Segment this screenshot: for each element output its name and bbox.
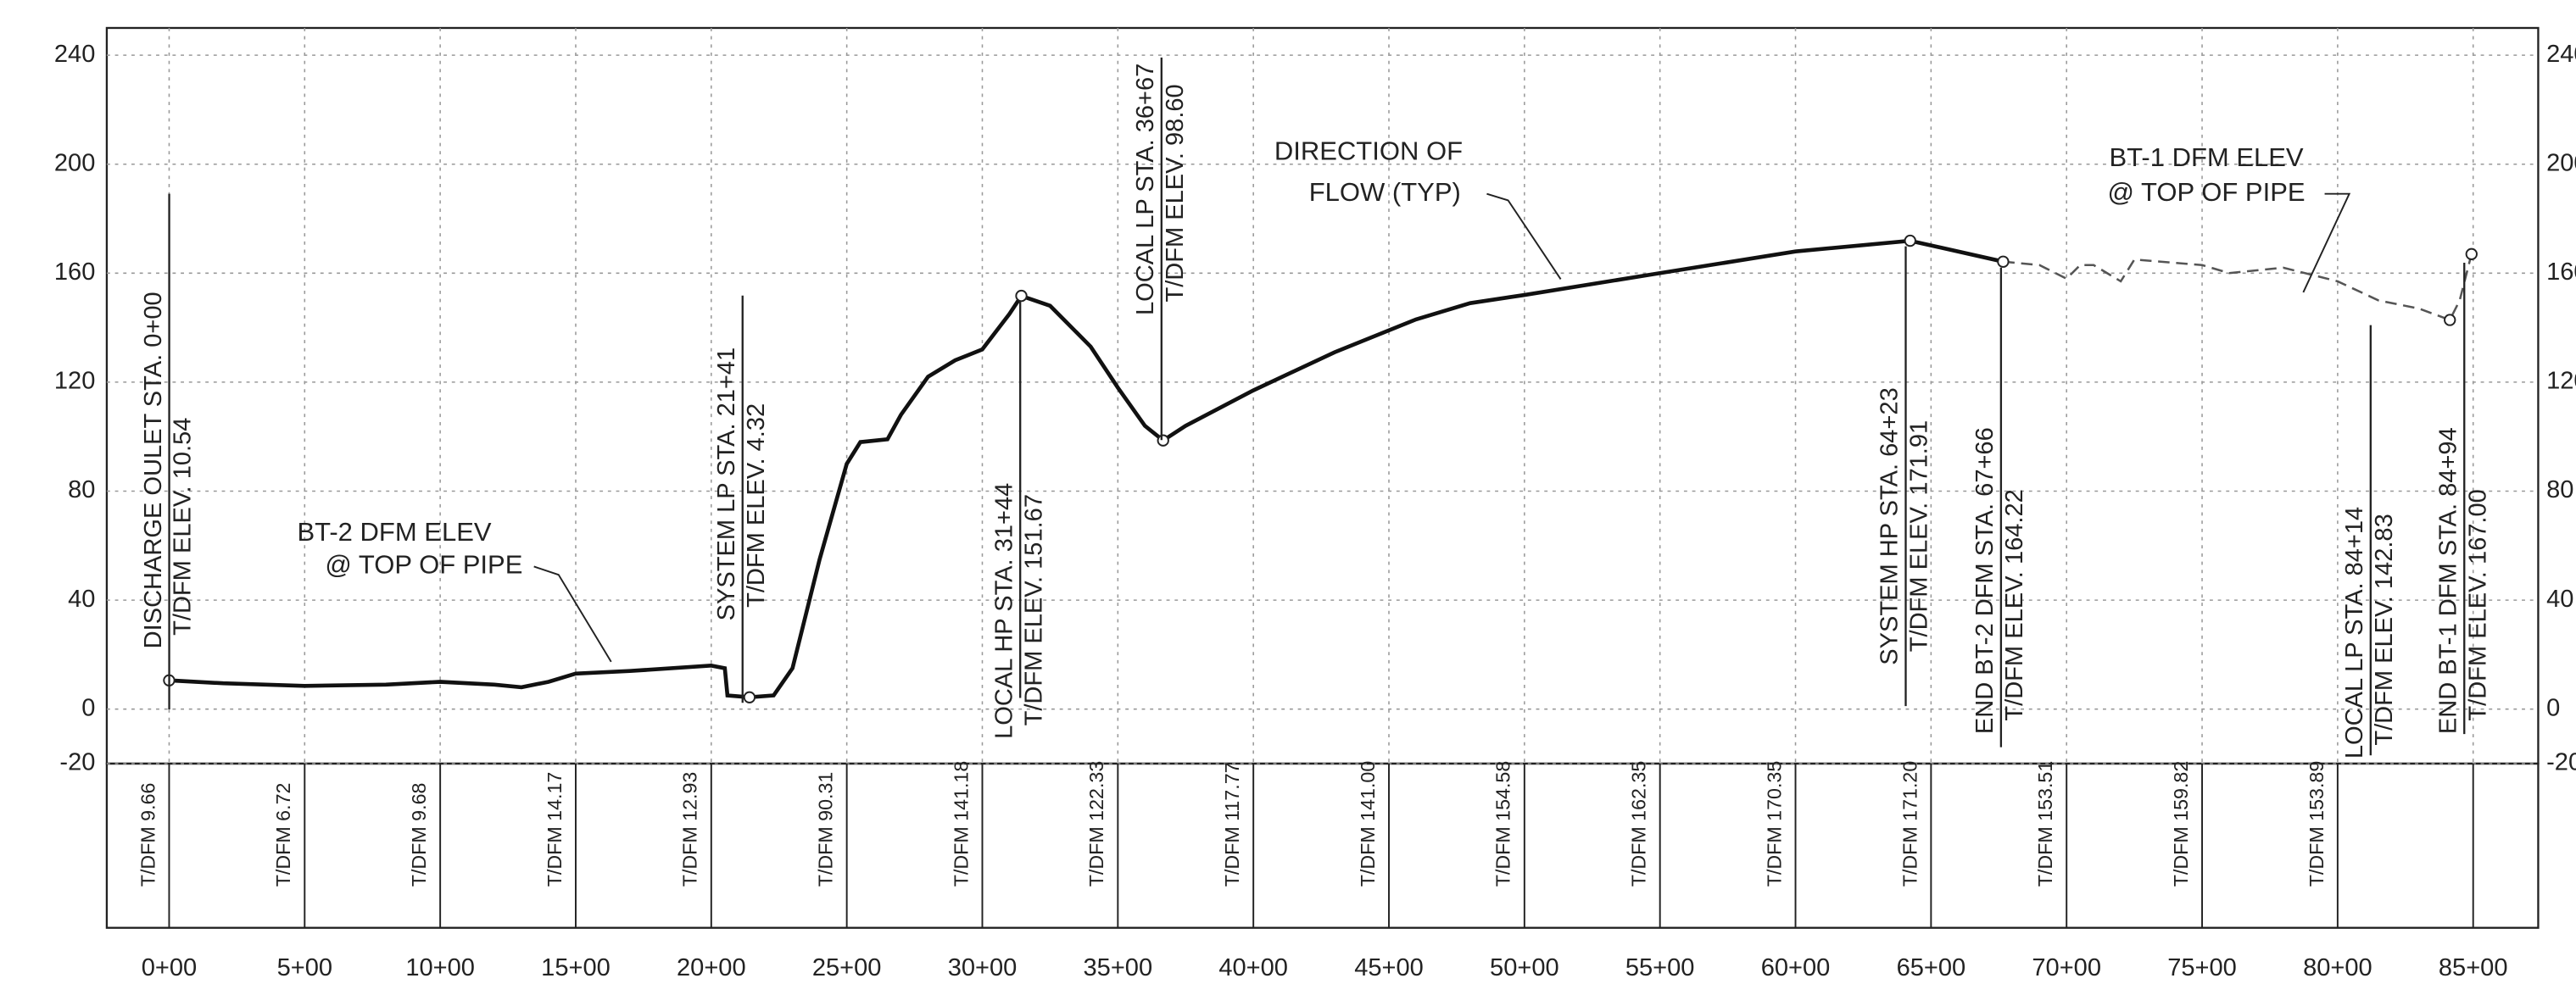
station-label: T/DFM 162.35 xyxy=(1628,761,1650,887)
point-marker xyxy=(2444,314,2456,326)
y-tick-label-right: 40 xyxy=(2546,586,2573,613)
y-tick-label: -20 xyxy=(59,749,95,776)
x-tick-label: 25+00 xyxy=(812,954,882,981)
y-tick-label: 40 xyxy=(68,586,95,613)
station-label: T/DFM 153.51 xyxy=(2034,761,2056,887)
station-label: T/DFM 170.35 xyxy=(1763,761,1785,887)
annotation-text: END BT-2 DFM STA. 67+66 xyxy=(1971,427,1999,734)
annotation-text: T/DFM ELEV. 10.54 xyxy=(170,418,197,636)
annotation-text: SYSTEM HP STA. 64+23 xyxy=(1876,387,1904,664)
x-tick-label: 75+00 xyxy=(2167,954,2237,981)
point-marker xyxy=(1157,434,1169,447)
annotation-text: LOCAL LP STA. 84+14 xyxy=(2341,507,2368,759)
x-tick-label: 60+00 xyxy=(1761,954,1831,981)
y-tick-label: 240 xyxy=(54,41,95,68)
annotation-text: LOCAL HP STA. 31+44 xyxy=(990,483,1018,739)
y-tick-label-right: 200 xyxy=(2546,149,2576,176)
annotation-text: T/DFM ELEV. 171.91 xyxy=(1906,420,1933,652)
x-tick-label: 65+00 xyxy=(1897,954,1966,981)
x-tick-label: 15+00 xyxy=(541,954,611,981)
annotation-text: DISCHARGE OULET STA. 0+00 xyxy=(140,292,167,648)
x-tick-label: 0+00 xyxy=(142,954,197,981)
x-tick-label: 50+00 xyxy=(1490,954,1559,981)
station-label: T/DFM 159.82 xyxy=(2170,761,2192,887)
callout-text: FLOW (TYP) xyxy=(1309,177,1461,207)
plot: 240 240 200 200 160 160 120 120 80 80 40 40 0 0 -20 -20… xyxy=(54,26,2576,981)
annotation-text: T/DFM ELEV. 4.32 xyxy=(743,403,770,608)
station-label: T/DFM 154.58 xyxy=(1492,761,1514,887)
x-tick-label: 35+00 xyxy=(1084,954,1153,981)
x-tick-label: 70+00 xyxy=(2032,954,2101,981)
y-tick-label-right: -20 xyxy=(2546,749,2576,776)
x-tick-label: 80+00 xyxy=(2303,954,2372,981)
annotation-text: T/DFM ELEV. 151.67 xyxy=(1020,494,1047,725)
station-label: T/DFM 9.66 xyxy=(137,783,159,887)
station-label: T/DFM 14.17 xyxy=(544,772,566,887)
y-tick-label-right: 0 xyxy=(2546,694,2560,721)
station-label: T/DFM 9.68 xyxy=(408,783,430,887)
station-label: T/DFM 12.93 xyxy=(679,772,701,887)
y-tick-label-right: 160 xyxy=(2546,258,2576,286)
annotation-text: T/DFM ELEV. 164.22 xyxy=(2001,489,2028,720)
point-marker xyxy=(743,691,756,703)
station-label: T/DFM 117.77 xyxy=(1221,762,1243,887)
point-marker xyxy=(1904,234,1916,247)
annotation-text: LOCAL LP STA. 36+67 xyxy=(1132,64,1159,315)
x-tick-label: 40+00 xyxy=(1218,954,1288,981)
x-tick-label: 55+00 xyxy=(1625,954,1695,981)
y-tick-label-right: 240 xyxy=(2546,41,2576,68)
point-marker xyxy=(2465,247,2478,260)
x-tick-label: 45+00 xyxy=(1354,954,1424,981)
profile-line xyxy=(2003,253,2473,322)
station-label: T/DFM 171.20 xyxy=(1899,761,1921,887)
annotation-text: END BT-1 DFM STA. 84+94 xyxy=(2434,427,2462,734)
x-tick-label: 5+00 xyxy=(277,954,332,981)
y-tick-label: 160 xyxy=(54,258,95,286)
station-label: T/DFM 122.33 xyxy=(1085,761,1107,887)
annotation-text: T/DFM ELEV. 98.60 xyxy=(1162,84,1189,302)
callout-text: BT-2 DFM ELEV xyxy=(297,517,491,547)
y-tick-label: 80 xyxy=(68,476,95,503)
point-marker xyxy=(1997,255,2010,268)
y-tick-label: 120 xyxy=(54,368,95,395)
station-label: T/DFM 153.89 xyxy=(2306,761,2328,887)
callout-leader xyxy=(2302,192,2351,293)
profile-line xyxy=(169,238,2004,700)
station-label: T/DFM 141.18 xyxy=(950,761,972,887)
callout-text: @ TOP OF PIPE xyxy=(325,550,522,580)
x-tick-label: 10+00 xyxy=(405,954,475,981)
x-tick-label: 30+00 xyxy=(948,954,1018,981)
y-tick-label: 0 xyxy=(81,694,95,721)
annotation-text: T/DFM ELEV. 142.83 xyxy=(2371,514,2398,745)
callout-leader xyxy=(533,565,612,663)
point-marker xyxy=(1015,289,1028,303)
callout-text: BT-1 DFM ELEV xyxy=(2110,142,2304,172)
station-label: T/DFM 141.00 xyxy=(1357,761,1379,887)
y-tick-label: 200 xyxy=(54,149,95,176)
y-tick-label-right: 80 xyxy=(2546,476,2573,503)
station-label: T/DFM 6.72 xyxy=(272,783,294,887)
x-tick-label: 20+00 xyxy=(677,954,746,981)
annotation-text: T/DFM ELEV. 167.00 xyxy=(2464,489,2491,720)
annotation-text: SYSTEM LP STA. 21+41 xyxy=(713,347,740,621)
callout-text: DIRECTION OF xyxy=(1274,136,1463,165)
y-tick-label-right: 120 xyxy=(2546,368,2576,395)
callout-text: @ TOP OF PIPE xyxy=(2108,177,2306,207)
x-tick-label: 85+00 xyxy=(2439,954,2508,981)
station-label: T/DFM 90.31 xyxy=(815,772,837,887)
callout-leader xyxy=(1486,192,1562,280)
